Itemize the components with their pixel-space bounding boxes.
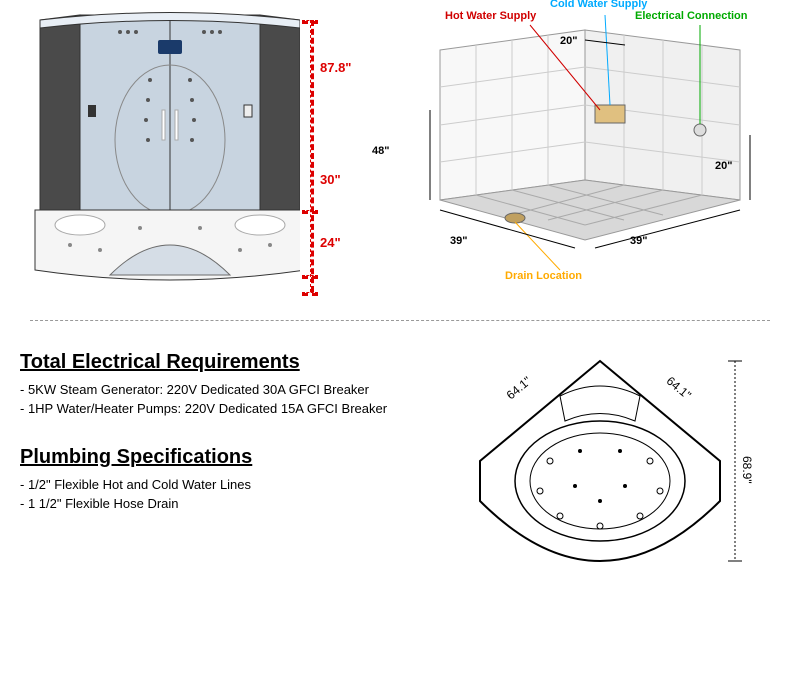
unit-elevation-diagram: 87.8" 30" 24" bbox=[20, 10, 360, 310]
plumbing-line-1: - 1/2" Flexible Hot and Cold Water Lines bbox=[20, 477, 460, 492]
specs-text-block: Total Electrical Requirements - 5KW Stea… bbox=[20, 341, 460, 591]
label-cold: Cold Water Supply bbox=[550, 0, 647, 10]
label-elec: Electrical Connection bbox=[635, 10, 747, 22]
dim-height-total: 87.8" bbox=[320, 60, 351, 75]
footprint-diagram: 64.1" 64.1" 68.9" bbox=[460, 341, 780, 591]
install-dim-left: 48" bbox=[372, 145, 389, 157]
electrical-title: Total Electrical Requirements bbox=[20, 351, 460, 374]
install-svg bbox=[400, 10, 780, 290]
footprint-svg bbox=[460, 341, 760, 591]
install-dim-right: 20" bbox=[715, 160, 732, 172]
install-dim-fl: 39" bbox=[450, 235, 467, 247]
section-divider bbox=[30, 320, 770, 321]
unit-svg bbox=[20, 10, 300, 300]
electrical-line-2: - 1HP Water/Heater Pumps: 220V Dedicated… bbox=[20, 401, 460, 416]
fp-dim-depth: 68.9" bbox=[740, 456, 754, 484]
label-hot: Hot Water Supply bbox=[445, 10, 536, 22]
top-diagram-row: 87.8" 30" 24" Hot Water Supply Cold Wate… bbox=[0, 0, 800, 310]
install-diagram: Hot Water Supply Cold Water Supply Elect… bbox=[360, 10, 780, 310]
bottom-row: Total Electrical Requirements - 5KW Stea… bbox=[0, 331, 800, 601]
install-dim-top: 20" bbox=[560, 35, 577, 47]
plumbing-line-2: - 1 1/2" Flexible Hose Drain bbox=[20, 496, 460, 511]
electrical-line-1: - 5KW Steam Generator: 220V Dedicated 30… bbox=[20, 382, 460, 397]
label-drain: Drain Location bbox=[505, 270, 582, 282]
dim-height-mid: 30" bbox=[320, 172, 341, 187]
install-dim-fr: 39" bbox=[630, 235, 647, 247]
dim-height-base: 24" bbox=[320, 235, 341, 250]
plumbing-title: Plumbing Specifications bbox=[20, 446, 460, 469]
